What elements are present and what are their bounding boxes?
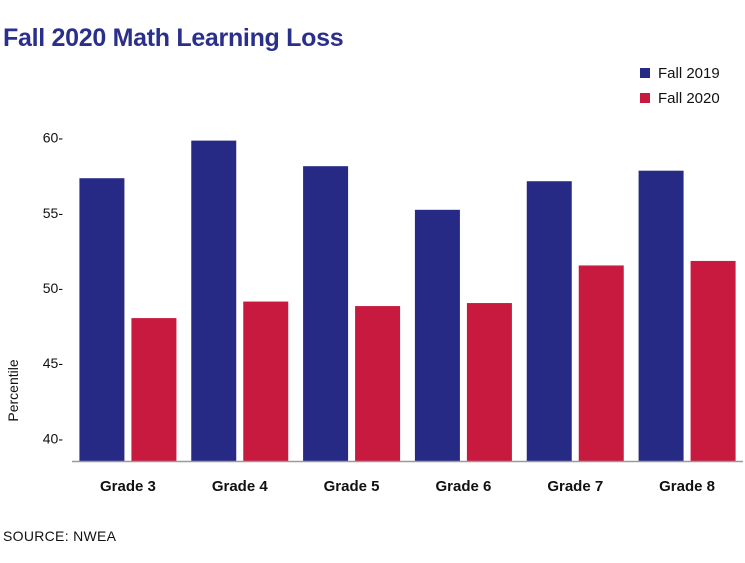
bar-grade-5-fall-2020 bbox=[355, 306, 401, 461]
legend-item-fall-2020: Fall 2020 bbox=[640, 87, 720, 109]
y-tick-label-50: 50- bbox=[43, 280, 64, 296]
y-tick-label-60: 60- bbox=[43, 130, 64, 146]
legend-item-fall-2019: Fall 2019 bbox=[640, 62, 720, 84]
chart-title: Fall 2020 Math Learning Loss bbox=[3, 24, 344, 52]
bar-grade-7-fall-2020 bbox=[578, 265, 624, 461]
x-tick-label-grade-4: Grade 4 bbox=[212, 478, 269, 495]
y-tick-label-55: 55- bbox=[43, 205, 64, 221]
legend-swatch-fall-2020 bbox=[640, 93, 650, 103]
x-tick-label-grade-3: Grade 3 bbox=[100, 478, 156, 495]
bar-grade-4-fall-2019 bbox=[191, 140, 237, 462]
legend-label-fall-2020: Fall 2020 bbox=[658, 89, 720, 107]
y-tick-label-45: 45- bbox=[43, 355, 64, 371]
x-tick-label-grade-8: Grade 8 bbox=[659, 478, 715, 495]
legend-label-fall-2019: Fall 2019 bbox=[658, 64, 720, 82]
legend-swatch-fall-2019 bbox=[640, 68, 650, 78]
bar-grade-7-fall-2019 bbox=[526, 181, 572, 461]
bar-grade-6-fall-2020 bbox=[466, 303, 512, 461]
source-note: SOURCE: NWEA bbox=[3, 528, 117, 544]
bar-grade-5-fall-2019 bbox=[303, 166, 349, 461]
x-tick-label-grade-6: Grade 6 bbox=[435, 478, 491, 495]
bar-grade-8-fall-2019 bbox=[638, 170, 684, 461]
bar-grade-6-fall-2019 bbox=[414, 209, 460, 461]
bar-grade-4-fall-2020 bbox=[243, 301, 289, 461]
x-tick-label-grade-5: Grade 5 bbox=[324, 478, 380, 495]
bar-grade-8-fall-2020 bbox=[690, 260, 736, 461]
legend: Fall 2019 Fall 2020 bbox=[640, 62, 720, 112]
y-axis-label: Percentile bbox=[5, 359, 21, 421]
bar-grade-3-fall-2020 bbox=[131, 318, 177, 461]
x-tick-label-grade-7: Grade 7 bbox=[547, 478, 603, 495]
bar-grade-3-fall-2019 bbox=[79, 178, 125, 461]
y-tick-label-40: 40- bbox=[43, 430, 64, 446]
